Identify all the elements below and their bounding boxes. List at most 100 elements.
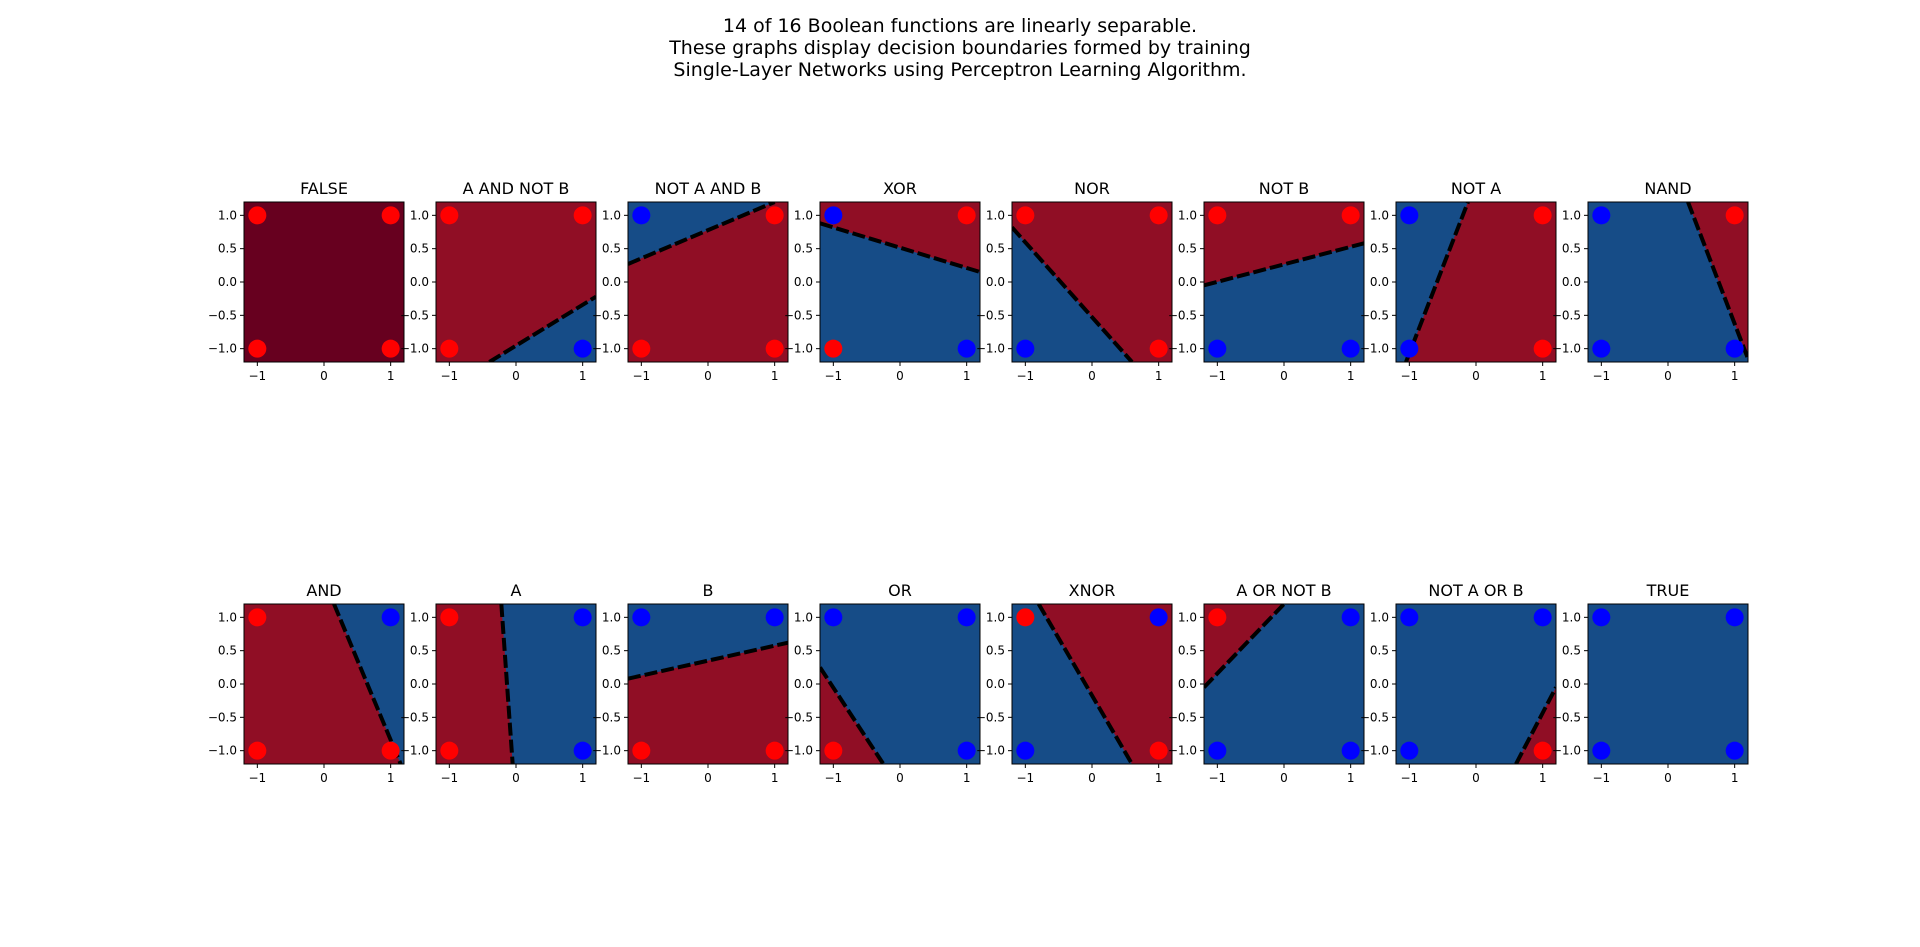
subplot-12: OR −1 0 1 1.0 0.5 0.0 −0.5 −1.0	[784, 581, 981, 785]
data-point-1	[1592, 741, 1611, 760]
subplot-title: NAND	[1644, 179, 1691, 198]
y-tick-label: 0.5	[602, 644, 621, 658]
y-tick-label: 1.0	[986, 610, 1005, 624]
y-tick-label: 0.0	[794, 677, 813, 691]
y-tick-label: 0.5	[1562, 644, 1581, 658]
decision-boundary	[628, 202, 776, 266]
x-tick-label: −1	[1400, 369, 1418, 383]
region-positive	[820, 223, 980, 362]
y-tick-label: −1.0	[208, 342, 237, 356]
y-tick-label: 0.0	[1562, 677, 1581, 691]
data-point-4	[573, 608, 592, 627]
y-tick-label: 0.5	[410, 242, 429, 256]
data-point-1	[1592, 339, 1611, 358]
region-positive	[1396, 202, 1468, 362]
y-tick-label: 0.0	[1178, 275, 1197, 289]
y-tick-label: 0.5	[794, 644, 813, 658]
y-tick-label: 0.5	[1178, 644, 1197, 658]
data-point-4	[765, 608, 784, 627]
data-point-1	[440, 339, 459, 358]
region-positive	[1204, 243, 1364, 362]
y-tick-label: 1.0	[1178, 610, 1197, 624]
data-point-3	[1208, 206, 1227, 225]
x-tick-label: 0	[1088, 771, 1096, 785]
y-tick-label: 0.0	[1562, 275, 1581, 289]
data-point-4	[1341, 608, 1360, 627]
y-tick-label: −0.5	[784, 710, 813, 724]
y-tick-label: −1.0	[1552, 744, 1581, 758]
y-tick-label: −1.0	[1360, 342, 1389, 356]
subplot-title: TRUE	[1646, 581, 1690, 600]
y-tick-label: −0.5	[1168, 308, 1197, 322]
data-point-4	[957, 608, 976, 627]
data-point-3	[440, 206, 459, 225]
x-tick-label: 1	[579, 771, 587, 785]
y-tick-label: 1.0	[602, 208, 621, 222]
x-tick-label: 1	[1155, 771, 1163, 785]
data-point-3	[824, 608, 843, 627]
data-point-3	[1016, 608, 1035, 627]
y-tick-label: −0.5	[208, 308, 237, 322]
y-tick-label: 0.5	[602, 242, 621, 256]
region-positive	[1588, 202, 1748, 362]
x-tick-label: 1	[387, 369, 395, 383]
subplot-10: A −1 0 1 1.0 0.5 0.0 −0.5 −1.0	[400, 581, 597, 785]
y-tick-label: 1.0	[602, 610, 621, 624]
data-point-3	[1592, 608, 1611, 627]
x-tick-label: 1	[1155, 369, 1163, 383]
region-positive	[501, 604, 596, 764]
subplot-title: NOR	[1074, 179, 1110, 198]
data-point-2	[1149, 339, 1168, 358]
decision-boundary	[1036, 604, 1134, 764]
decision-boundary	[1514, 686, 1556, 764]
region-positive	[628, 604, 788, 679]
subplot-title: NOT A	[1451, 179, 1501, 198]
region-background	[1588, 604, 1748, 764]
y-tick-label: −0.5	[400, 308, 429, 322]
data-point-4	[1725, 206, 1744, 225]
y-tick-label: −0.5	[1360, 710, 1389, 724]
y-tick-label: 0.5	[410, 644, 429, 658]
data-point-3	[1208, 608, 1227, 627]
data-point-4	[1533, 206, 1552, 225]
data-point-3	[824, 206, 843, 225]
region-positive	[1396, 604, 1556, 764]
y-tick-label: 0.0	[218, 275, 237, 289]
region-background	[244, 202, 404, 362]
x-tick-label: −1	[1208, 771, 1226, 785]
y-tick-label: −1.0	[976, 744, 1005, 758]
subplot-title: AND	[306, 581, 341, 600]
decision-boundary	[628, 640, 788, 681]
data-point-1	[824, 741, 843, 760]
y-tick-label: 0.0	[794, 275, 813, 289]
x-tick-label: −1	[1592, 369, 1610, 383]
subplot-1: FALSE −1 0 1 1.0 0.5 0.0 −0.5 −1.0	[208, 179, 405, 383]
data-point-3	[1400, 608, 1419, 627]
y-tick-label: 0.5	[986, 242, 1005, 256]
data-point-4	[381, 608, 400, 627]
x-tick-label: −1	[824, 771, 842, 785]
y-tick-label: 0.0	[602, 677, 621, 691]
y-tick-label: −0.5	[976, 308, 1005, 322]
x-tick-label: 0	[1472, 771, 1480, 785]
x-tick-label: −1	[1016, 369, 1034, 383]
x-tick-label: 1	[771, 771, 779, 785]
y-tick-label: 1.0	[1562, 208, 1581, 222]
y-tick-label: 0.5	[218, 644, 237, 658]
x-tick-label: −1	[1208, 369, 1226, 383]
figure-title-line-2: These graphs display decision boundaries…	[669, 37, 1251, 59]
x-tick-label: −1	[632, 369, 650, 383]
data-point-2	[1725, 339, 1744, 358]
y-tick-label: 0.0	[986, 275, 1005, 289]
decision-boundary	[1204, 241, 1364, 288]
data-point-2	[1341, 339, 1360, 358]
x-tick-label: 1	[387, 771, 395, 785]
data-point-1	[1208, 339, 1227, 358]
x-tick-label: 1	[963, 369, 971, 383]
subplot-9: AND −1 0 1 1.0 0.5 0.0 −0.5 −1.0	[208, 581, 405, 785]
subplot-title: A AND NOT B	[463, 179, 570, 198]
x-tick-label: 1	[1539, 771, 1547, 785]
data-point-2	[381, 741, 400, 760]
x-tick-label: 0	[704, 771, 712, 785]
y-tick-label: 0.5	[986, 644, 1005, 658]
